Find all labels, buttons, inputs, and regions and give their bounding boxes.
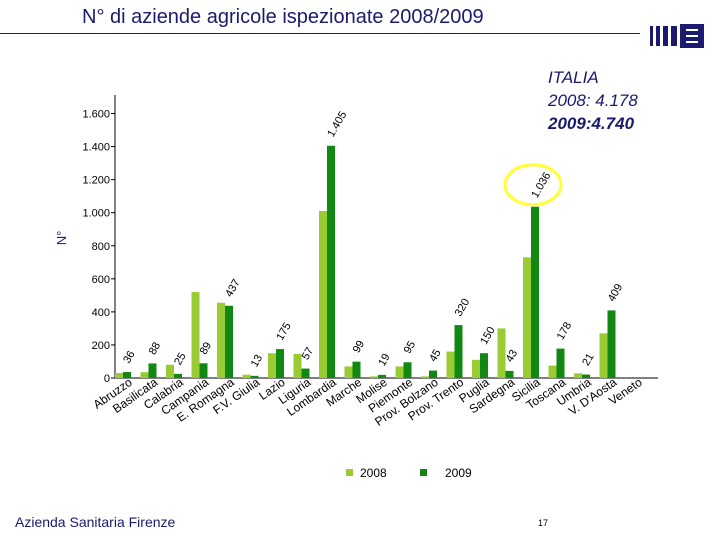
legend-label-2008: 2008: [360, 466, 387, 480]
y-tick-label: 800: [92, 241, 110, 253]
bar-2009-e-romagna: [225, 305, 233, 378]
data-label-calabria: 25: [172, 351, 189, 368]
page-title: N° di aziende agricole ispezionate 2008/…: [82, 6, 484, 28]
bar-2008-v-d-aosta: [599, 333, 608, 378]
data-label-prov-trento: 320: [453, 297, 473, 319]
bar-2008-f-v-giulia: [242, 374, 251, 378]
bar-2009-campania: [199, 363, 208, 378]
bar-2008-umbria: [574, 373, 582, 378]
data-label-lazio: 175: [274, 321, 294, 343]
data-label-sardegna: 43: [504, 348, 521, 365]
data-label-basilicata: 88: [147, 340, 164, 357]
bar-2008-molise: [370, 376, 378, 378]
italy-totals: ITALIA 2008: 4.178 2009:4.740: [548, 66, 678, 135]
data-label-molise: 19: [376, 352, 393, 369]
title-underline: [0, 33, 640, 34]
bar-2009-liguria: [301, 368, 310, 378]
italy-label: ITALIA: [548, 68, 599, 87]
bar-2008-e-romagna: [217, 302, 225, 378]
data-label-sicilia: 1.036: [529, 170, 553, 200]
highlight-circle: [503, 163, 563, 207]
bar-2008-puglia: [472, 359, 480, 378]
y-tick-label: 1.600: [82, 109, 110, 121]
legend-swatch-2008: [346, 469, 353, 476]
data-label-abruzzo: 36: [121, 349, 138, 366]
legend-label-2009: 2009: [445, 466, 472, 480]
bar-2008-abruzzo: [115, 373, 123, 378]
y-tick-label: 1.000: [82, 208, 110, 220]
legend-swatch-2009: [420, 469, 427, 476]
logo-icon: [650, 24, 704, 48]
data-label-campania: 89: [198, 340, 215, 357]
bar-2008-liguria: [293, 354, 302, 378]
bar-2009-piemonte: [403, 362, 412, 378]
bar-2009-sardegna: [505, 370, 514, 378]
bar-2009-sicilia: [531, 206, 539, 378]
data-label-f-v-giulia: 13: [249, 353, 266, 370]
bar-2009-toscana: [556, 348, 565, 378]
bar-2008-lombardia: [319, 211, 327, 378]
italy-total-2008: 2008: 4.178: [548, 91, 638, 110]
bar-2009-umbria: [582, 374, 590, 378]
bar-2008-sardegna: [497, 328, 506, 378]
bar-2009-lombardia: [327, 145, 335, 378]
data-label-toscana: 178: [555, 320, 575, 342]
bar-2008-piemonte: [395, 366, 404, 378]
data-label-liguria: 57: [300, 345, 317, 362]
data-label-e-romagna: 437: [223, 277, 243, 299]
bar-2008-sicilia: [523, 257, 531, 378]
bar-2009-calabria: [174, 373, 182, 378]
bar-2008-toscana: [548, 365, 557, 378]
data-label-v-d-aosta: 409: [606, 282, 626, 304]
data-label-umbria: 21: [580, 351, 597, 368]
y-axis-label: N°: [54, 231, 69, 246]
y-tick-label: 400: [92, 307, 110, 319]
bar-2009-puglia: [480, 353, 488, 378]
data-label-marche: 99: [351, 339, 368, 356]
y-tick-label: 200: [92, 340, 110, 352]
bar-2009-molise: [378, 374, 386, 378]
data-label-piemonte: 95: [402, 339, 419, 356]
bar-2008-prov-trento: [446, 351, 455, 378]
bar-2009-f-v-giulia: [250, 375, 259, 378]
bar-2009-marche: [352, 361, 361, 378]
bar-2009-lazio: [276, 349, 284, 378]
data-label-lombardia: 1.405: [325, 109, 349, 139]
footer-organization: Azienda Sanitaria Firenze: [15, 514, 176, 530]
y-tick-label: 1.200: [82, 175, 110, 187]
bar-2008-lazio: [268, 353, 276, 378]
y-tick-label: 0: [104, 373, 110, 385]
bar-2008-marche: [344, 366, 353, 378]
data-label-puglia: 150: [478, 325, 498, 347]
y-tick-label: 1.400: [82, 142, 110, 154]
page-number: 17: [538, 518, 549, 528]
italy-total-2009: 2009:4.740: [548, 114, 635, 133]
bar-2009-prov-bolzano: [429, 370, 437, 378]
data-label-prov-bolzano: 45: [427, 347, 444, 364]
bar-2009-v-d-aosta: [607, 310, 616, 378]
bar-2008-basilicata: [140, 372, 149, 378]
y-tick-label: 600: [92, 274, 110, 286]
bar-2009-abruzzo: [123, 372, 131, 378]
bar-2009-prov-trento: [454, 325, 463, 378]
bar-2008-prov-bolzano: [421, 376, 429, 378]
bar-2008-calabria: [166, 364, 174, 378]
bar-2008-campania: [191, 292, 200, 378]
bar-2009-basilicata: [148, 363, 157, 378]
